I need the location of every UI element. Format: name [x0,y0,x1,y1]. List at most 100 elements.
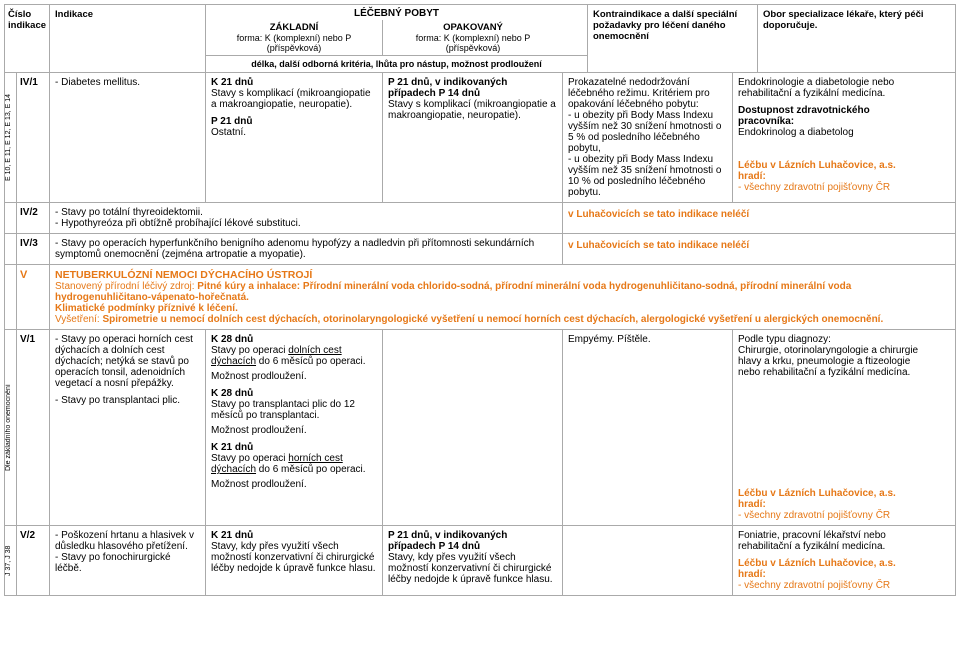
header-kontra-text: Kontraindikace a další speciální požadav… [593,9,737,42]
header-zakladni-col: ZÁKLADNÍ forma: K (komplexní) nebo P (př… [206,20,383,55]
row-iv2: IV/2 - Stavy po totální thyreoidektomii.… [4,202,956,233]
zak-iv1: K 21 dnů Stavy s komplikací (mikroangiop… [206,73,383,202]
line1-v: Stanovený přírodní léčivý zdroj: Pitné k… [55,281,926,303]
row-section-v: V NETUBERKULÓZNÍ NEMOCI DÝCHACÍHO ÚSTROJ… [4,264,956,329]
opa-v2-2: Stavy, kdy přes využití všech možností k… [388,552,557,585]
header-lecebny-title: LÉČEBNÝ POBYT [206,5,587,20]
zak-v1: K 28 dnů Stavy po operaci dolních cest d… [206,330,383,525]
header-row: Číslo indikace Indikace LÉČEBNÝ POBYT ZÁ… [4,4,956,72]
obor-v2-2wrap: Léčbu v Lázních Luhačovice, a.s. hradí: … [738,558,926,591]
side-v [5,265,17,329]
cislo-v1: V/1 [17,330,50,525]
header-zakladni: ZÁKLADNÍ [211,22,377,33]
header-lecebny: LÉČEBNÝ POBYT ZÁKLADNÍ forma: K (komplex… [206,5,587,72]
cislo-iv3: IV/3 [17,234,50,264]
kon-iv1-2: - u obezity při Body Mass Indexu vyšším … [568,110,727,154]
line1a-v: Stanovený přírodní léčivý zdroj: [55,281,197,292]
obor-iv1-2b: Dostupnost zdravotnického pracovníka: [738,105,870,127]
obor-v2-1: Foniatrie, pracovní lékařství nebo rehab… [738,530,926,552]
side-iv1: E 10, E 11, E 12, E 13, E 14 [5,73,17,202]
zak-iv1-4: Ostatní. [211,127,377,138]
obor-v2: Foniatrie, pracovní lékařství nebo rehab… [733,526,931,595]
zak-v1-6: Možnost prodloužení. [211,425,377,436]
zak-iv1-3: P 21 dnů [211,116,377,127]
ind-iv3: - Stavy po operacích hyperfunkčního beni… [50,234,563,264]
kon-v1: Empyémy. Píštěle. [563,330,733,525]
header-obor: Obor specializace lékaře, který péči dop… [757,5,955,72]
zak-iv1-2: Stavy s komplikací (mikroangiopatie a ma… [211,88,377,110]
header-rest: Indikace LÉČEBNÝ POBYT ZÁKLADNÍ forma: K… [50,5,955,72]
zak-v1-1: K 28 dnů [211,334,377,345]
header-kontra: Kontraindikace a další speciální požadav… [587,5,757,72]
zak-v1-2: Stavy po operaci dolních cest dýchacích … [211,345,377,367]
obor-iv1-2wrap: Dostupnost zdravotnického pracovníka: En… [738,105,926,138]
obor-iv1-3b: Léčbu v Lázních Luhačovice, a.s. hradí: [738,160,896,182]
line3-v: Vyšetření: Spirometrie u nemocí dolních … [55,314,926,325]
row-v1: Dle základního onemocnění V/1 - Stavy po… [4,329,956,525]
obor-iv1-3: - všechny zdravotní pojišťovny ČR [738,182,890,193]
header-cislo: Číslo indikace [5,5,50,72]
header-cislo-text: Číslo indikace [8,9,46,31]
ind-v2-1: - Poškození hrtanu a hlasivek v důsledku… [55,530,200,552]
opa-iv1-2: Stavy s komplikací (mikroangiopatie a ma… [388,99,557,121]
zak-v1-2b: do 6 měsíců po operaci. [256,356,366,367]
page: Číslo indikace Indikace LÉČEBNÝ POBYT ZÁ… [0,0,960,600]
cislo-v2: V/2 [17,526,50,595]
ind-iv1: - Diabetes mellitus. [50,73,206,202]
zak-v1-8b: do 6 měsíců po operaci. [256,464,366,475]
obor-v2-2b: Léčbu v Lázních Luhačovice, a.s. hradí: [738,558,896,580]
obor-iv1-2: Endokrinolog a diabetolog [738,127,854,138]
kon-iv1-3: - u obezity při Body Mass Indexu vyšším … [568,154,727,198]
side-iv3 [5,234,17,264]
right-iv2: v Luhačovicích se tato indikace neléčí [563,203,955,233]
zak-v1-4: K 28 dnů [211,388,377,399]
obor-v1-3: - všechny zdravotní pojišťovny ČR [738,510,890,521]
obor-v2-2: - všechny zdravotní pojišťovny ČR [738,580,890,591]
obor-v1-2: Chirurgie, otorinolaryngologie a chirurg… [738,345,926,378]
line3a-v: Vyšetření: [55,314,102,325]
kon-iv1: Prokazatelné nedodržování léčebného reži… [563,73,733,202]
header-top: Indikace LÉČEBNÝ POBYT ZÁKLADNÍ forma: K… [50,5,955,72]
header-zakladni-sub: forma: K (komplexní) nebo P (příspěvková… [211,33,377,53]
content-v: NETUBERKULÓZNÍ NEMOCI DÝCHACÍHO ÚSTROJÍ … [50,265,931,329]
zak-v1-9: Možnost prodloužení. [211,479,377,490]
kon-iv1-1: Prokazatelné nedodržování léčebného reži… [568,77,727,110]
cislo-iv1: IV/1 [17,73,50,202]
obor-v1-1: Podle typu diagnozy: [738,334,926,345]
header-opakovany-sub: forma: K (komplexní) nebo P (příspěvková… [388,33,558,53]
side-v1: Dle základního onemocnění [5,330,17,525]
header-opakovany: OPAKOVANÝ [388,22,558,33]
zak-v2: K 21 dnů Stavy, kdy přes využití všech m… [206,526,383,595]
title-v: NETUBERKULÓZNÍ NEMOCI DÝCHACÍHO ÚSTROJÍ [55,269,926,281]
header-obor-text: Obor specializace lékaře, který péči dop… [763,9,924,31]
zak-v1-8: Stavy po operaci horních cest dýchacích … [211,453,377,475]
header-indikace: Indikace [50,5,206,72]
header-opakovany-col: OPAKOVANÝ forma: K (komplexní) nebo P (p… [383,20,563,55]
ind-v2-2: - Stavy po fonochirurgické léčbě. [55,552,200,574]
zak-v1-7: K 21 dnů [211,442,377,453]
header-lecebny-sub: ZÁKLADNÍ forma: K (komplexní) nebo P (př… [206,20,587,55]
cislo-v: V [17,265,50,329]
obor-iv1-3wrap: Léčbu v Lázních Luhačovice, a.s. hradí: … [738,160,926,193]
obor-v1-3wrap: Léčbu v Lázních Luhačovice, a.s. hradí: … [738,488,926,521]
obor-v1-3b: Léčbu v Lázních Luhačovice, a.s. hradí: [738,488,896,510]
header-indikace-text: Indikace [55,9,93,20]
opa-v2-1: P 21 dnů, v indikovaných případech P 14 … [388,530,557,552]
opa-v1 [383,330,563,525]
obor-iv1-1: Endokrinologie a diabetologie nebo rehab… [738,77,926,99]
row-v2: J 37, J 38 V/2 - Poškození hrtanu a hlas… [4,525,956,596]
ind-v2: - Poškození hrtanu a hlasivek v důsledku… [50,526,206,595]
ind-v1-2: - Stavy po transplantaci plic. [55,395,200,406]
zak-v2-1: K 21 dnů [211,530,377,541]
kon-v2 [563,526,733,595]
line3b-v: Spirometrie u nemocí dolních cest dýchac… [102,314,883,325]
obor-v1: Podle typu diagnozy: Chirurgie, otorinol… [733,330,931,525]
line2-v: Klimatické podmínky příznivé k léčení. [55,303,926,314]
zak-v1-2a: Stavy po operaci [211,345,288,356]
opa-iv1-1: P 21 dnů, v indikovaných případech P 14 … [388,77,557,99]
zak-v1-8a: Stavy po operaci [211,453,288,464]
header-delka: délka, další odborná kritéria, lhůta pro… [206,55,587,72]
ind-iv2: - Stavy po totální thyreoidektomii. - Hy… [50,203,563,233]
row-iv3: IV/3 - Stavy po operacích hyperfunkčního… [4,233,956,264]
obor-iv1: Endokrinologie a diabetologie nebo rehab… [733,73,931,202]
